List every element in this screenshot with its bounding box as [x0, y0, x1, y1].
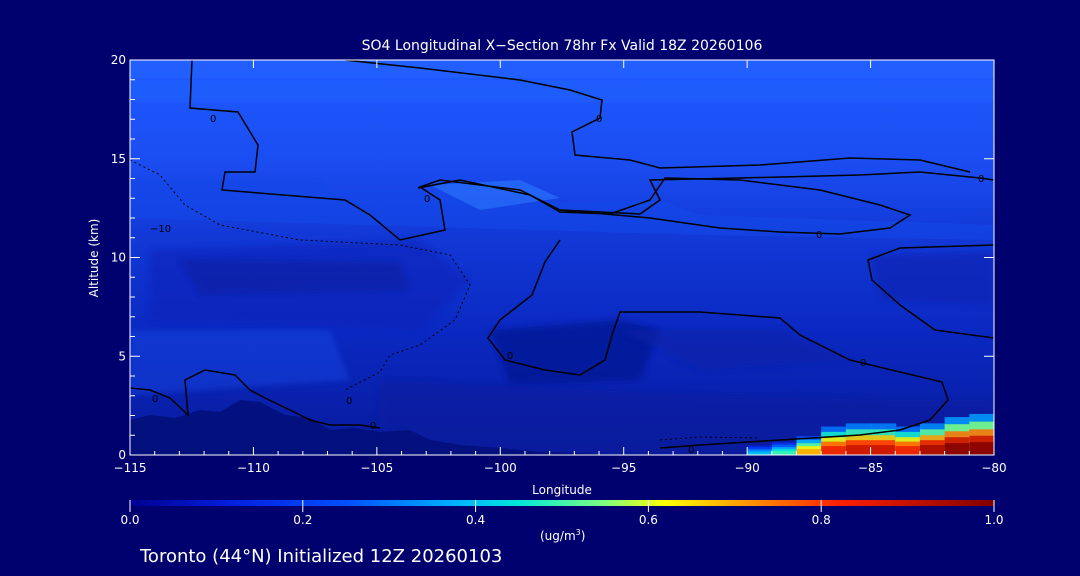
contour-label: 0 [346, 396, 352, 407]
contour-label: 0 [688, 445, 694, 456]
x-tick-label: −100 [484, 461, 517, 475]
contour-label: 0 [596, 114, 602, 125]
plume-cell [919, 445, 946, 455]
colorbar-tick-label: 0.0 [120, 513, 139, 527]
chart-title: SO4 Longitudinal X−Section 78hr Fx Valid… [362, 38, 763, 54]
plume-cell [845, 445, 872, 455]
x-tick-label: −85 [858, 461, 883, 475]
contour-label: 0 [152, 394, 158, 405]
terrain [130, 400, 620, 455]
contour-line [130, 369, 381, 429]
colorbar-ticks: 0.0 0.2 0.4 0.6 0.8 1.0 [120, 500, 1004, 527]
contour-label: 0 [978, 174, 984, 185]
x-tick-label: −105 [360, 461, 393, 475]
y-tick-label: 0 [118, 448, 126, 462]
y-tick-label: 10 [111, 251, 126, 265]
colorbar: 0.0 0.2 0.4 0.6 0.8 1.0 (ug/m3) [120, 500, 1004, 543]
plume-cell [870, 445, 897, 455]
colorbar-tick-label: 0.2 [293, 513, 312, 527]
colorbar-tick-label: 0.4 [466, 513, 485, 527]
contour-line [487, 239, 949, 449]
x-tick-label: −95 [611, 461, 636, 475]
contour-label: 0 [424, 194, 430, 205]
contour-label: 0 [210, 114, 216, 125]
colorbar-tick-label: 0.6 [639, 513, 658, 527]
x-axis-label: Longitude [532, 483, 592, 497]
contour-label: 0 [507, 351, 513, 362]
y-tick-label: 15 [111, 152, 126, 166]
contour-line [659, 436, 761, 441]
contour-line [130, 159, 471, 391]
x-axis: −115 −110 −105 −100 −95 −90 −85 −80 [114, 60, 1007, 475]
y-axis-label: Altitude (km) [87, 219, 101, 298]
contour-line [344, 60, 971, 173]
contour-label: −10 [150, 224, 171, 235]
colorbar-tick-label: 0.8 [812, 513, 831, 527]
plot-area: 0 0 0 0 0 0 0 0 0 0 0 −10 [130, 60, 994, 456]
y-tick-label: 20 [111, 53, 126, 67]
plume-cell [796, 449, 823, 455]
location-caption: Toronto (44°N) Initialized 12Z 20260103 [139, 546, 502, 567]
contour-line [867, 244, 994, 339]
contour-line [189, 60, 994, 241]
colorbar-tick-label: 1.0 [984, 513, 1003, 527]
colorbar-unit-label: (ug/m3) [540, 528, 585, 543]
contour-labels: 0 0 0 0 0 0 0 0 0 0 0 −10 [150, 114, 984, 456]
plume-cell [821, 446, 847, 455]
colorbar-gradient [130, 500, 994, 506]
surface-plume [747, 413, 994, 455]
plume-cell [747, 452, 773, 455]
x-tick-label: −115 [114, 461, 147, 475]
plume-cell [944, 443, 971, 455]
y-axis: 0 5 10 15 20 [111, 53, 994, 462]
plume-cell [771, 451, 798, 455]
x-tick-label: −80 [981, 461, 1006, 475]
y-tick-label: 5 [118, 349, 126, 363]
contour-line [417, 177, 912, 235]
x-tick-label: −90 [734, 461, 759, 475]
x-tick-label: −110 [237, 461, 270, 475]
plume-cell [969, 442, 994, 455]
contour-label: 0 [860, 358, 866, 369]
contour-label: 0 [816, 230, 822, 241]
plume-cell [895, 446, 921, 455]
contour-lines [130, 60, 994, 449]
contour-label: 0 [370, 421, 376, 432]
